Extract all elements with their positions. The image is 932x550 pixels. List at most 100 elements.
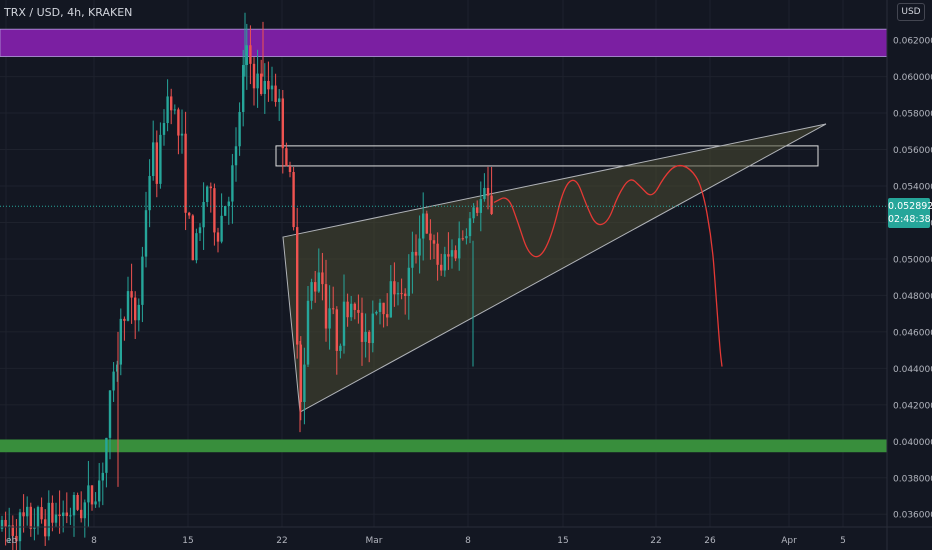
candle-body <box>324 284 328 329</box>
candle-body <box>112 371 115 391</box>
candle-body <box>461 238 464 240</box>
candle-body <box>288 166 292 172</box>
y-tick-label: 0.038000 <box>893 474 932 484</box>
candle-body <box>83 502 86 519</box>
y-tick-label: 0.036000 <box>893 511 932 521</box>
candle-body <box>443 254 446 271</box>
candle-body <box>486 187 490 196</box>
candle-body <box>490 195 493 214</box>
candle-body <box>80 509 83 519</box>
candle-body <box>54 514 58 523</box>
candle-body <box>90 485 94 505</box>
candle-body <box>267 80 270 90</box>
current-price-label: 0.052892 02:48:38 <box>888 198 932 229</box>
candle-body <box>245 45 248 66</box>
candle-body <box>184 133 187 213</box>
candle-body <box>216 232 220 242</box>
candle-body <box>299 344 302 402</box>
candle-body <box>26 506 29 517</box>
candle-body <box>278 98 281 102</box>
candle-body <box>450 250 454 257</box>
candle-body <box>335 309 338 351</box>
candle-body <box>249 45 252 64</box>
candle-body <box>436 243 439 265</box>
x-axis[interactable]: eb 8 15 22 Mar 8 15 22 26 Apr 5 <box>0 526 932 546</box>
candle-body <box>65 512 68 516</box>
candle-body <box>465 236 468 239</box>
projection <box>493 164 723 367</box>
x-tick-label: 15 <box>182 536 193 546</box>
candle-body <box>108 390 112 438</box>
currency-badge[interactable]: USD <box>897 3 925 21</box>
x-tick-label: 8 <box>465 536 471 546</box>
candle-body <box>411 251 414 268</box>
candle-body <box>44 519 47 537</box>
x-tick-label: Mar <box>366 536 383 546</box>
candle-body <box>404 293 407 296</box>
rising-wedge <box>282 123 827 413</box>
candle-body <box>209 186 212 189</box>
candle-body <box>58 514 61 517</box>
x-tick-label: 15 <box>557 536 568 546</box>
candle-body <box>360 312 364 342</box>
candle-body <box>224 205 227 216</box>
candle-body <box>350 303 353 318</box>
candle-body <box>429 233 432 241</box>
candle-body <box>321 272 324 285</box>
candle-body <box>263 80 266 94</box>
y-tick-label: 0.060000 <box>893 73 932 83</box>
candle-body <box>458 238 461 259</box>
chart-title: TRX / USD, 4h, KRAKEN <box>4 6 133 19</box>
y-axis[interactable]: 0.036000 0.038000 0.040000 0.042000 0.044000… <box>893 37 932 521</box>
candle-body <box>123 318 126 321</box>
candle-body <box>94 501 97 505</box>
resistance-zone[interactable] <box>0 28 888 57</box>
candle-body <box>332 308 335 310</box>
candle-body <box>317 272 320 292</box>
candle-body <box>342 301 346 346</box>
candle-body <box>119 318 122 365</box>
candle-body <box>69 515 72 517</box>
candle-body <box>389 281 392 318</box>
x-tick-label: 5 <box>840 536 846 546</box>
candle-body <box>454 250 457 259</box>
y-tick-label: 0.048000 <box>893 292 932 302</box>
candle-body <box>483 187 486 200</box>
candle-body <box>11 525 14 536</box>
candle-body <box>166 96 169 124</box>
candle-body <box>368 331 371 344</box>
candle-body <box>260 73 263 94</box>
candle-body <box>256 73 259 89</box>
projected-path[interactable] <box>493 164 723 367</box>
candle-body <box>378 302 382 312</box>
support-zone[interactable] <box>0 439 887 453</box>
candle-body <box>364 331 367 342</box>
candle-body <box>418 238 421 256</box>
candle-body <box>198 227 202 234</box>
candle-body <box>468 218 472 237</box>
y-tick-label: 0.040000 <box>893 438 932 448</box>
candle-body <box>8 525 11 527</box>
x-tick-label: Apr <box>781 536 797 546</box>
candle-body <box>472 207 475 219</box>
y-tick-label: 0.050000 <box>893 255 932 265</box>
candle-body <box>238 111 241 147</box>
candle-body <box>213 188 216 233</box>
candle-body <box>234 146 238 166</box>
candle-body <box>346 301 349 318</box>
y-tick-label: 0.058000 <box>893 110 932 120</box>
x-tick-label: eb <box>6 536 18 546</box>
candle-body <box>148 176 151 211</box>
target-box[interactable] <box>275 145 819 167</box>
candle-body <box>339 345 342 351</box>
candle-body <box>177 109 180 136</box>
candle-body <box>51 502 54 523</box>
candle-body <box>144 210 148 257</box>
candle-body <box>292 171 295 228</box>
wedge-triangle[interactable] <box>282 123 827 413</box>
zones <box>0 28 888 453</box>
candle-body <box>62 512 65 517</box>
candle-body <box>281 98 284 149</box>
x-tick-label: 26 <box>704 536 716 546</box>
